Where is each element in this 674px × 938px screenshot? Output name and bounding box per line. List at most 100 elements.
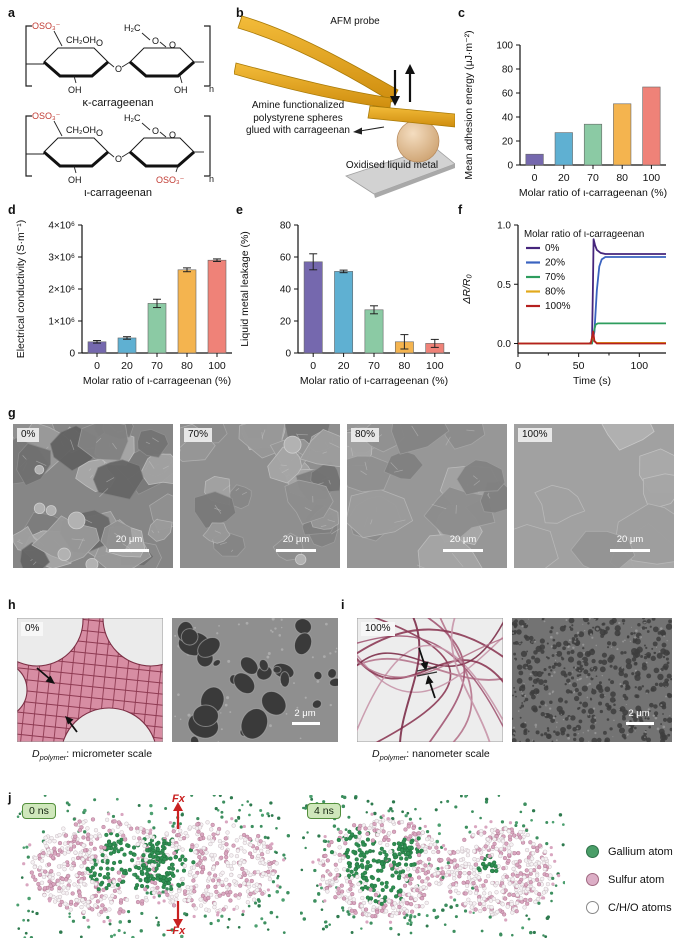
legend-row-gallium: Gallium atom bbox=[586, 845, 673, 858]
leakage-bar-chart: 0 20 40 60 80 0 20 70 80 100 Molar ratio of ι-carr… bbox=[239, 221, 450, 387]
sem-pores-image bbox=[172, 618, 338, 742]
svg-text:80: 80 bbox=[502, 65, 514, 76]
panel-label-b: b bbox=[236, 6, 244, 20]
kappa-caption: κ-carrageenan bbox=[82, 97, 154, 109]
hydroxyl-label: OH bbox=[68, 175, 82, 185]
svg-text:40: 40 bbox=[502, 113, 514, 124]
svg-text:60: 60 bbox=[502, 89, 514, 100]
sem-tag-80pct: 80% bbox=[351, 428, 380, 442]
sem-image-0pct bbox=[13, 424, 173, 568]
ring-oxygen-label: O bbox=[96, 38, 103, 48]
svg-text:50: 50 bbox=[573, 360, 585, 372]
caption-dpolymer-nanometer: Dpolymer: nanometer scale bbox=[372, 748, 490, 762]
svg-text:4×10⁶: 4×10⁶ bbox=[48, 221, 75, 232]
svg-text:70: 70 bbox=[587, 172, 599, 184]
svg-text:80: 80 bbox=[616, 172, 628, 184]
legend-row-cho: C/H/O atoms bbox=[586, 901, 672, 914]
svg-text:0: 0 bbox=[310, 360, 316, 372]
sulfate-group-label: OSO₃⁻ bbox=[156, 175, 185, 185]
sulfate-group-label: OSO₃⁻ bbox=[32, 111, 61, 121]
scale-bar-label: 20 μm bbox=[449, 534, 477, 545]
panel-label-d: d bbox=[8, 203, 16, 217]
time-badge-4ns: 4 ns bbox=[307, 803, 341, 819]
sphere-annotation-line3: glued with carrageenan bbox=[246, 125, 350, 136]
adhesion-energy-bar-chart: 0 20 40 60 80 100 0 20 70 80 100 Molar ratio of ι-c… bbox=[463, 30, 667, 199]
svg-text:70%: 70% bbox=[545, 272, 565, 283]
panel-label-g: g bbox=[8, 406, 16, 420]
svg-text:Molar ratio of ι-carrageenan (: Molar ratio of ι-carrageenan (%) bbox=[300, 375, 448, 387]
gallium-atom-swatch bbox=[586, 845, 599, 858]
svg-text:80%: 80% bbox=[545, 287, 565, 298]
polymer-network-diagram-100pct bbox=[357, 618, 503, 742]
svg-text:0.5: 0.5 bbox=[497, 280, 511, 291]
sem-tag-70pct: 70% bbox=[184, 428, 213, 442]
svg-text:1×10⁶: 1×10⁶ bbox=[48, 317, 75, 328]
scale-bar bbox=[109, 549, 149, 552]
mesh-arrow-icon bbox=[45, 675, 55, 684]
svg-text:20: 20 bbox=[121, 360, 133, 372]
svg-text:20: 20 bbox=[558, 172, 570, 184]
polystyrene-sphere bbox=[396, 119, 440, 163]
glycosidic-oxygen-label: O bbox=[115, 154, 122, 164]
mesh-arrow-icon bbox=[65, 716, 74, 725]
cho-atoms-swatch bbox=[586, 901, 599, 914]
glycosidic-oxygen-label: O bbox=[115, 64, 122, 74]
gallium-atom-label: Gallium atom bbox=[608, 845, 673, 858]
panel-label-h: h bbox=[8, 598, 16, 612]
svg-text:20: 20 bbox=[338, 360, 350, 372]
scale-bar-label: 2 μm bbox=[628, 708, 650, 719]
scale-bar bbox=[610, 549, 650, 552]
svg-text:80: 80 bbox=[399, 360, 411, 372]
hydroxyl-label: OH bbox=[68, 85, 82, 95]
bridge-oxygen-label: O bbox=[152, 126, 159, 136]
resistance-time-line-chart: 0.0 0.5 1.0 0 50 100 Time (s) ΔR/R₀ Molar ratio … bbox=[461, 221, 666, 387]
svg-text:Electrical conductivity (S·m⁻¹: Electrical conductivity (S·m⁻¹) bbox=[15, 220, 27, 359]
afm-tip-bar bbox=[367, 105, 455, 128]
scale-bar bbox=[443, 549, 483, 552]
polymer-network-diagram-0pct bbox=[17, 618, 163, 742]
afm-probe-label: AFM probe bbox=[330, 16, 380, 27]
svg-text:ΔR/R₀: ΔR/R₀ bbox=[461, 274, 473, 305]
sem-image-100pct bbox=[514, 424, 674, 568]
svg-text:20: 20 bbox=[280, 317, 292, 328]
svg-text:70: 70 bbox=[151, 360, 163, 372]
svg-text:100: 100 bbox=[643, 172, 661, 184]
svg-text:40: 40 bbox=[280, 285, 292, 296]
ch2oh-label: CH₂OH bbox=[66, 35, 96, 45]
svg-text:Molar ratio of ι-carrageenan (: Molar ratio of ι-carrageenan (%) bbox=[519, 187, 667, 199]
bridge-oxygen-label: O bbox=[169, 40, 176, 50]
network-tag-0pct: 0% bbox=[21, 622, 44, 636]
sphere-annotation: Amine functionalized polystyrene spheres… bbox=[236, 100, 360, 138]
svg-text:0: 0 bbox=[94, 360, 100, 372]
caption-d-symbol: D bbox=[372, 748, 380, 760]
svg-text:0.0: 0.0 bbox=[497, 339, 511, 350]
bridge-oxygen-label: O bbox=[169, 130, 176, 140]
scale-bar-label: 20 μm bbox=[115, 534, 143, 545]
svg-text:0%: 0% bbox=[545, 243, 560, 254]
scale-bar-label: 20 μm bbox=[282, 534, 310, 545]
svg-text:80: 80 bbox=[280, 221, 292, 232]
svg-text:100: 100 bbox=[208, 360, 226, 372]
svg-text:1.0: 1.0 bbox=[497, 221, 511, 232]
scale-bar bbox=[292, 722, 320, 725]
panel-label-i: i bbox=[341, 598, 345, 612]
sem-image-70pct bbox=[180, 424, 340, 568]
sulfur-atom-label: Sulfur atom bbox=[608, 873, 665, 886]
h2c-label: H₂C bbox=[124, 113, 141, 123]
svg-text:100%: 100% bbox=[545, 301, 571, 312]
panel-label-j: j bbox=[8, 791, 12, 805]
sulfur-atom-swatch bbox=[586, 873, 599, 886]
svg-text:0: 0 bbox=[532, 172, 538, 184]
afm-schematic bbox=[234, 15, 455, 198]
legend-row-sulfur: Sulfur atom bbox=[586, 873, 664, 886]
caption-text: : micrometer scale bbox=[66, 748, 153, 760]
panel-label-e: e bbox=[236, 203, 243, 217]
panel-label-f: f bbox=[458, 203, 463, 217]
hydroxyl-label: OH bbox=[174, 85, 188, 95]
svg-text:0: 0 bbox=[515, 360, 521, 372]
scale-bar bbox=[276, 549, 316, 552]
svg-text:Molar ratio of ι-carrageenan: Molar ratio of ι-carrageenan bbox=[524, 229, 644, 240]
sem-tag-0pct: 0% bbox=[17, 428, 40, 442]
caption-text: : nanometer scale bbox=[406, 748, 490, 760]
svg-text:60: 60 bbox=[280, 253, 292, 264]
